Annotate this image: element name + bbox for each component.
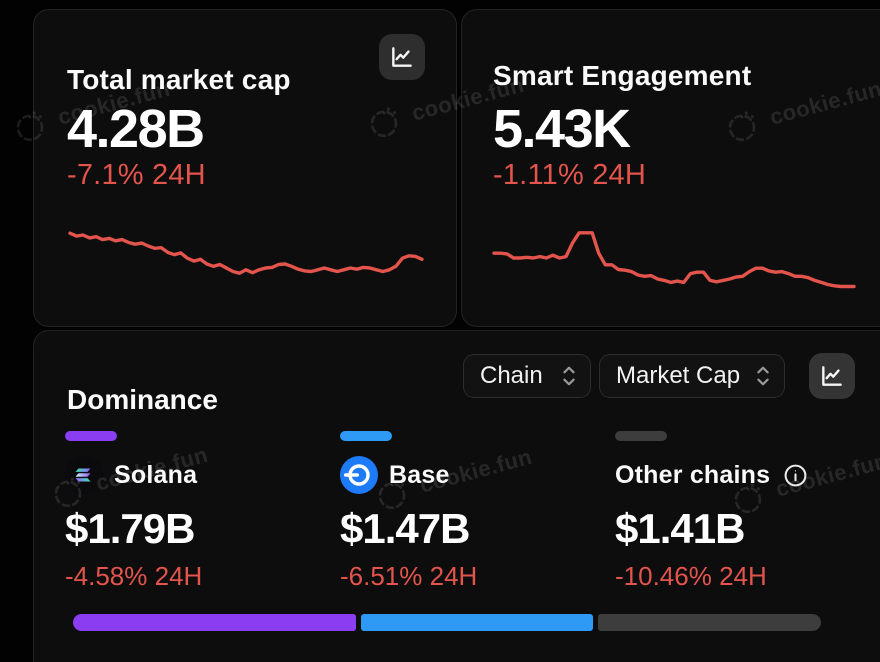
solana-logo-icon bbox=[65, 456, 103, 494]
card-title: Smart Engagement bbox=[493, 60, 752, 92]
dropdown-label: Market Cap bbox=[616, 362, 741, 389]
dominance-stacked-bar bbox=[73, 614, 821, 631]
info-icon[interactable] bbox=[783, 463, 808, 488]
dominance-card: Dominance Chain Market Cap bbox=[33, 330, 880, 662]
smart-engagement-card: Smart Engagement 5.43K -1.11% 24H bbox=[461, 9, 880, 327]
engagement-sparkline bbox=[492, 231, 856, 289]
chain-value: $1.41B bbox=[615, 505, 745, 552]
chain-change: -6.51% 24H bbox=[340, 561, 478, 591]
metric-filter-dropdown[interactable]: Market Cap bbox=[599, 354, 785, 398]
card-title: Total market cap bbox=[67, 64, 291, 96]
chain-column-solana: Solana $1.79B -4.58% 24H bbox=[65, 431, 327, 589]
dropdown-label: Chain bbox=[480, 362, 543, 389]
chain-name: Base bbox=[389, 460, 450, 489]
chevron-up-down-icon bbox=[550, 363, 580, 389]
chart-toggle-button[interactable] bbox=[809, 353, 855, 399]
bar-segment-other bbox=[598, 614, 821, 631]
line-chart-icon bbox=[389, 44, 415, 70]
metric-change: -7.1% 24H bbox=[67, 159, 206, 191]
metric-value: 4.28B bbox=[67, 99, 205, 159]
total-market-cap-card: Total market cap 4.28B -7.1% 24H bbox=[33, 9, 457, 327]
chain-value: $1.47B bbox=[340, 505, 470, 552]
base-logo-icon bbox=[340, 456, 378, 494]
chevron-up-down-icon bbox=[744, 363, 774, 389]
chain-value: $1.79B bbox=[65, 505, 195, 552]
dominance-pill bbox=[65, 431, 117, 441]
bar-segment-base bbox=[360, 614, 594, 631]
card-title: Dominance bbox=[67, 384, 218, 416]
dominance-pill bbox=[615, 431, 667, 441]
chain-change: -4.58% 24H bbox=[65, 561, 203, 591]
chain-name: Other chains bbox=[615, 460, 771, 489]
chain-change: -10.46% 24H bbox=[615, 561, 767, 591]
bar-segment-solana bbox=[73, 614, 356, 631]
chart-toggle-button[interactable] bbox=[379, 34, 425, 80]
metric-change: -1.11% 24H bbox=[493, 159, 646, 191]
chain-column-other: Other chains $1.41B -10.46% 24H bbox=[615, 431, 877, 589]
chain-filter-dropdown[interactable]: Chain bbox=[463, 354, 591, 398]
market-cap-sparkline bbox=[68, 231, 424, 275]
metric-value: 5.43K bbox=[493, 99, 631, 159]
line-chart-icon bbox=[819, 363, 845, 389]
dominance-pill bbox=[340, 431, 392, 441]
chain-column-base: Base $1.47B -6.51% 24H bbox=[340, 431, 602, 589]
chain-name: Solana bbox=[114, 460, 198, 489]
